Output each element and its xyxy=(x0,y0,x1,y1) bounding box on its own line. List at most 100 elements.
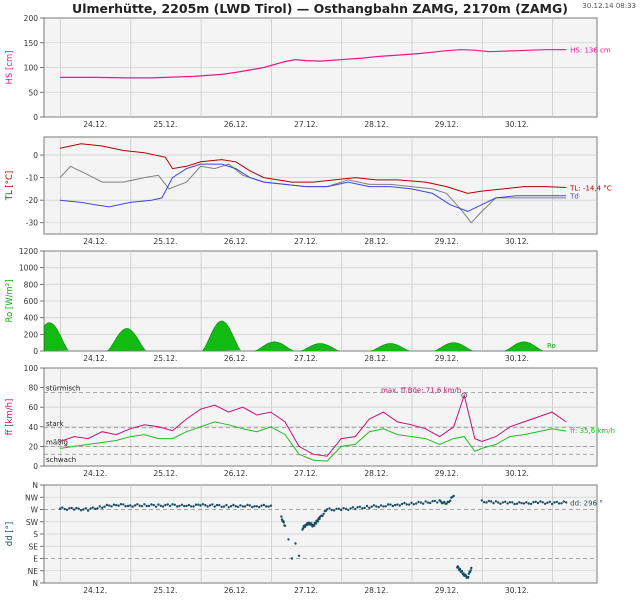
dd-point-12 xyxy=(86,509,90,512)
dd-point-106 xyxy=(303,525,307,529)
x-tick-label-0-1: 25.12. xyxy=(154,120,178,129)
dd-point-128 xyxy=(316,520,319,523)
dd-point-227 xyxy=(487,499,490,503)
dd-point-155 xyxy=(365,504,369,508)
dd-point-29 xyxy=(126,504,130,508)
dd-point-37 xyxy=(145,504,148,508)
dd-point-18 xyxy=(101,506,104,509)
dd-point-31 xyxy=(131,505,134,508)
y-tick-label-1-3: 0 xyxy=(33,151,38,160)
x-tick-label-4-2: 26.12. xyxy=(224,586,248,595)
ro-series-label: Ro xyxy=(547,342,556,350)
dd-point-45 xyxy=(164,503,167,507)
dd-point-140 xyxy=(330,508,333,512)
dd-point-251 xyxy=(543,502,547,505)
dd-point-198 xyxy=(452,494,455,498)
dd-point-166 xyxy=(391,504,394,508)
dd-point-74 xyxy=(232,503,235,507)
dd-point-252 xyxy=(546,501,549,504)
dd-point-201 xyxy=(457,566,460,569)
dd-point-97 xyxy=(283,524,287,527)
y-tick-label-3-0: 0 xyxy=(33,462,38,471)
x-tick-label-1-6: 30.12. xyxy=(505,237,529,246)
ref-line-label-2: mäßig xyxy=(46,438,68,446)
x-tick-label-4-5: 29.12. xyxy=(435,586,459,595)
dd-series-label: dd: 296 ° xyxy=(570,499,603,507)
y-tick-label-3-2: 40 xyxy=(28,423,38,432)
dd-point-222 xyxy=(469,569,472,572)
dd-point-147 xyxy=(347,508,350,512)
x-tick-label-2-2: 26.12. xyxy=(224,354,248,363)
dd-point-83 xyxy=(253,505,256,508)
dd-point-42 xyxy=(157,503,160,506)
y-tick-label-0-1: 50 xyxy=(28,88,38,97)
dd-point-15 xyxy=(94,507,97,510)
y-tick-label-1-2: -10 xyxy=(26,174,38,183)
dd-point-178 xyxy=(419,501,423,504)
hs-line xyxy=(60,49,567,79)
dd-point-246 xyxy=(532,501,535,504)
dd-point-26 xyxy=(119,503,123,506)
dd-point-157 xyxy=(370,505,373,508)
dd-point-243 xyxy=(525,501,528,504)
tl-series-label-0: TL: -14,4 °C xyxy=(569,185,612,193)
dd-point-231 xyxy=(497,501,500,504)
x-tick-label-0-3: 27.12. xyxy=(294,120,318,129)
y-axis-label-1: TL [°C] xyxy=(5,171,15,201)
dd-point-49 xyxy=(173,503,176,506)
dd-point-16 xyxy=(96,507,99,510)
tl-series-line-2 xyxy=(59,163,567,212)
dd-point-13 xyxy=(89,507,92,510)
dd-point-238 xyxy=(513,502,516,506)
dd-point-145 xyxy=(342,507,345,510)
dd-point-21 xyxy=(108,504,111,507)
ff-series-line-0 xyxy=(59,393,567,457)
dd-point-79 xyxy=(243,505,247,508)
dd-point-71 xyxy=(225,503,228,507)
dd-point-234 xyxy=(504,500,507,503)
dd-point-149 xyxy=(351,506,355,509)
dd-point-125 xyxy=(314,522,318,525)
dd-point-75 xyxy=(234,505,237,508)
dd-point-224 xyxy=(480,499,483,502)
dd-point-233 xyxy=(501,501,505,504)
dd-point-144 xyxy=(340,508,343,512)
dd-point-84 xyxy=(255,505,258,508)
dd-point-89 xyxy=(267,505,270,508)
dd-point-70 xyxy=(222,505,226,508)
dd-point-230 xyxy=(494,500,498,503)
dd-point-170 xyxy=(400,502,404,506)
dd-point-162 xyxy=(382,505,385,508)
dd-point-53 xyxy=(183,504,186,508)
dd-point-159 xyxy=(375,505,378,508)
y-tick-label-3-3: 60 xyxy=(28,403,38,412)
dd-point-28 xyxy=(124,505,127,508)
x-tick-label-1-1: 25.12. xyxy=(154,237,178,246)
dd-point-81 xyxy=(248,504,251,507)
dd-point-62 xyxy=(204,504,207,507)
ro-area-0 xyxy=(44,322,69,351)
ref-line-label-1: stark xyxy=(46,420,65,428)
y-axis-label-4: dd [°] xyxy=(5,522,15,546)
x-tick-label-2-6: 30.12. xyxy=(505,354,529,363)
dd-point-204 xyxy=(458,567,462,571)
dd-point-23 xyxy=(112,503,116,506)
dd-point-2 xyxy=(63,507,66,511)
dd-point-58 xyxy=(194,503,198,506)
dd-point-86 xyxy=(260,504,263,507)
ro-area-4 xyxy=(300,343,339,352)
dd-y-tick-label-0: N xyxy=(32,579,38,588)
tl-series-label-2: Td xyxy=(569,193,579,201)
dd-point-171 xyxy=(403,501,406,505)
dd-point-44 xyxy=(161,505,165,508)
dd-point-66 xyxy=(213,505,216,508)
dd-point-25 xyxy=(117,504,120,507)
dd-point-182 xyxy=(429,501,432,505)
dd-point-41 xyxy=(154,505,158,508)
dd-point-117 xyxy=(310,522,313,525)
dd-point-138 xyxy=(325,508,329,511)
dd-point-153 xyxy=(361,507,364,510)
x-tick-label-3-1: 25.12. xyxy=(154,469,178,478)
dd-point-192 xyxy=(445,502,448,505)
dd-point-69 xyxy=(220,505,223,508)
